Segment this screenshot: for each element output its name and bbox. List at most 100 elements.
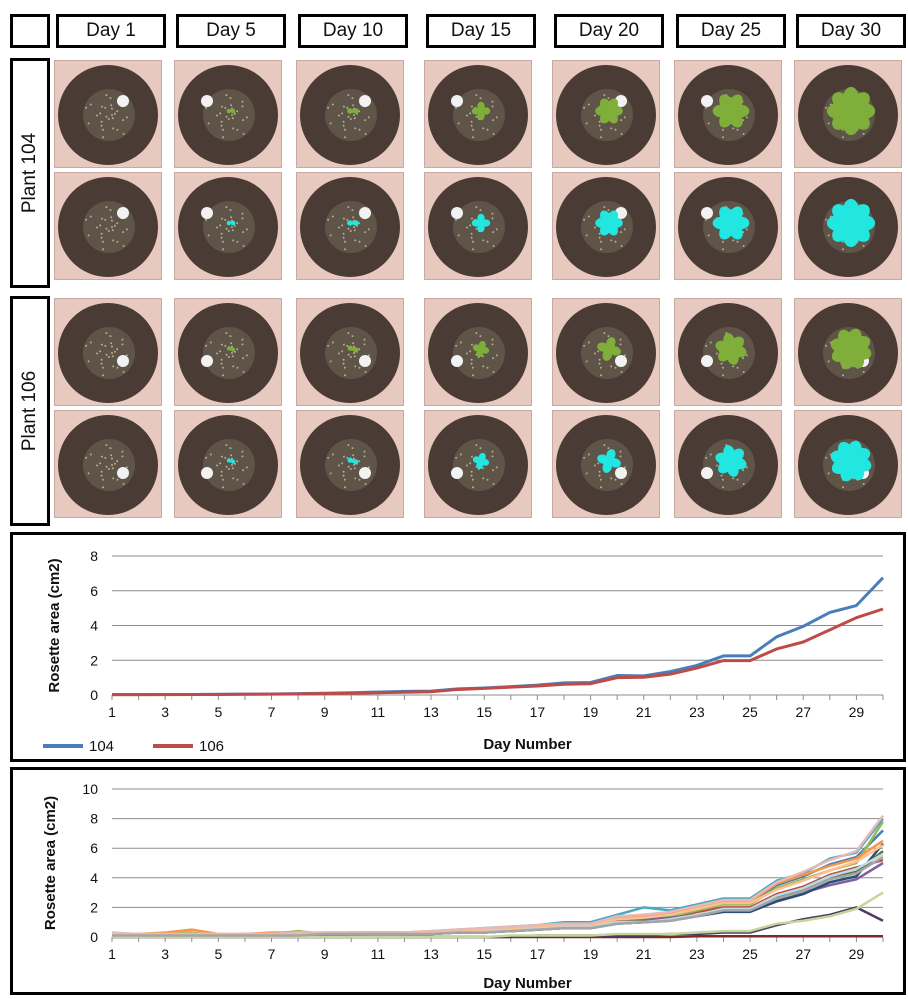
plant-104-label: Plant 104 — [19, 132, 40, 214]
day-header-10: Day 10 — [298, 14, 408, 48]
day-header-25: Day 25 — [676, 14, 786, 48]
fluorescence-photo — [174, 410, 282, 518]
y-tick-label: 0 — [90, 687, 98, 703]
x-tick-label: 21 — [636, 946, 652, 962]
y-tick-label: 8 — [90, 548, 98, 564]
x-tick-label: 13 — [423, 946, 439, 962]
series-line-3 — [111, 820, 885, 939]
series-line-104 — [112, 576, 885, 697]
y-axis-title: Rosette area (cm2) — [42, 796, 59, 930]
x-tick-label: 3 — [161, 704, 169, 720]
x-tick-label: 7 — [268, 704, 276, 720]
x-tick-label: 25 — [742, 946, 758, 962]
x-tick-label: 11 — [371, 946, 386, 962]
y-tick-label: 4 — [90, 870, 98, 886]
rgb-photo — [296, 298, 404, 406]
day-header-20: Day 20 — [554, 14, 664, 48]
x-tick-label: 29 — [849, 946, 865, 962]
legend-label-104: 104 — [89, 738, 114, 755]
y-tick-label: 6 — [90, 583, 98, 599]
rgb-photo — [552, 298, 660, 406]
x-tick-label: 7 — [268, 946, 276, 962]
x-tick-label: 11 — [371, 704, 386, 720]
x-tick-label: 17 — [530, 946, 546, 962]
rgb-photo — [296, 60, 404, 168]
day-header-1: Day 1 — [56, 14, 166, 48]
x-tick-label: 13 — [423, 704, 439, 720]
y-tick-label: 0 — [90, 929, 98, 945]
day-header-30: Day 30 — [796, 14, 906, 48]
fluorescence-photo — [424, 410, 532, 518]
rgb-photo — [674, 60, 782, 168]
series-line-1 — [111, 829, 884, 937]
x-tick-label: 17 — [530, 704, 546, 720]
fluorescence-photo — [296, 410, 404, 518]
x-tick-label: 27 — [795, 946, 811, 962]
series-line-106 — [112, 607, 884, 697]
chart-panel-1: 0 2 4 6 8 1 3 5 7 9 11 13 15 17 19 21 23 25 27 29 Day Number… — [10, 532, 906, 762]
fluorescence-photo — [296, 172, 404, 280]
y-tick-label: 6 — [90, 840, 98, 856]
rgb-photo — [174, 298, 282, 406]
rgb-photo — [174, 60, 282, 168]
series-line-13 — [112, 891, 884, 939]
y-tick-label: 2 — [90, 652, 98, 668]
series-line-14 — [111, 814, 885, 936]
fluorescence-photo — [794, 172, 902, 280]
rgb-photo — [794, 60, 902, 168]
fluorescence-photo — [794, 410, 902, 518]
rgb-photo — [54, 60, 162, 168]
x-tick-label: 5 — [214, 946, 222, 962]
series-line-5 — [111, 817, 884, 937]
fluorescence-photo — [424, 172, 532, 280]
row-label-plant-104: Plant 104 — [10, 58, 50, 288]
rgb-photo — [424, 60, 532, 168]
day-header-15: Day 15 — [426, 14, 536, 48]
corner-cell — [10, 14, 50, 48]
rgb-photo — [424, 298, 532, 406]
x-tick-label: 15 — [476, 704, 492, 720]
rgb-photo — [552, 60, 660, 168]
fluorescence-photo — [552, 172, 660, 280]
x-tick-label: 23 — [689, 704, 705, 720]
series-line-2 — [111, 858, 884, 938]
x-tick-label: 1 — [108, 704, 116, 720]
fluorescence-photo — [674, 172, 782, 280]
plant-106-label: Plant 106 — [19, 370, 40, 452]
x-axis-title: Day Number — [483, 975, 572, 992]
x-axis-title: Day Number — [483, 736, 572, 753]
fluorescence-photo — [174, 172, 282, 280]
x-tick-label: 19 — [583, 704, 599, 720]
y-tick-label: 8 — [90, 811, 98, 827]
legend-label-106: 106 — [199, 738, 224, 755]
y-tick-label: 4 — [90, 618, 98, 634]
chart-panel-2: 0 2 4 6 8 10 1 3 5 7 9 11 13 15 17 19 21 23 25 27 29 Day Numb… — [10, 767, 906, 995]
x-tick-label: 1 — [108, 946, 116, 962]
rgb-photo — [54, 298, 162, 406]
x-tick-label: 19 — [583, 946, 599, 962]
x-tick-label: 3 — [161, 946, 169, 962]
rgb-photo — [794, 298, 902, 406]
x-tick-label: 9 — [321, 946, 329, 962]
day-header-5: Day 5 — [176, 14, 286, 48]
y-axis-title: Rosette area (cm2) — [46, 558, 63, 692]
y-tick-label: 10 — [82, 781, 98, 797]
fluorescence-photo — [674, 410, 782, 518]
x-tick-label: 29 — [849, 704, 865, 720]
rgb-photo — [674, 298, 782, 406]
fluorescence-photo — [54, 172, 162, 280]
x-tick-label: 23 — [689, 946, 705, 962]
row-label-plant-106: Plant 106 — [10, 296, 50, 526]
fluorescence-photo — [54, 410, 162, 518]
y-tick-label: 2 — [90, 899, 98, 915]
series-line-15 — [112, 856, 884, 937]
x-tick-label: 27 — [795, 704, 811, 720]
x-tick-label: 9 — [321, 704, 329, 720]
x-tick-label: 5 — [214, 704, 222, 720]
fluorescence-photo — [552, 410, 660, 518]
x-tick-label: 15 — [476, 946, 492, 962]
x-tick-label: 21 — [636, 704, 652, 720]
x-tick-label: 25 — [742, 704, 758, 720]
